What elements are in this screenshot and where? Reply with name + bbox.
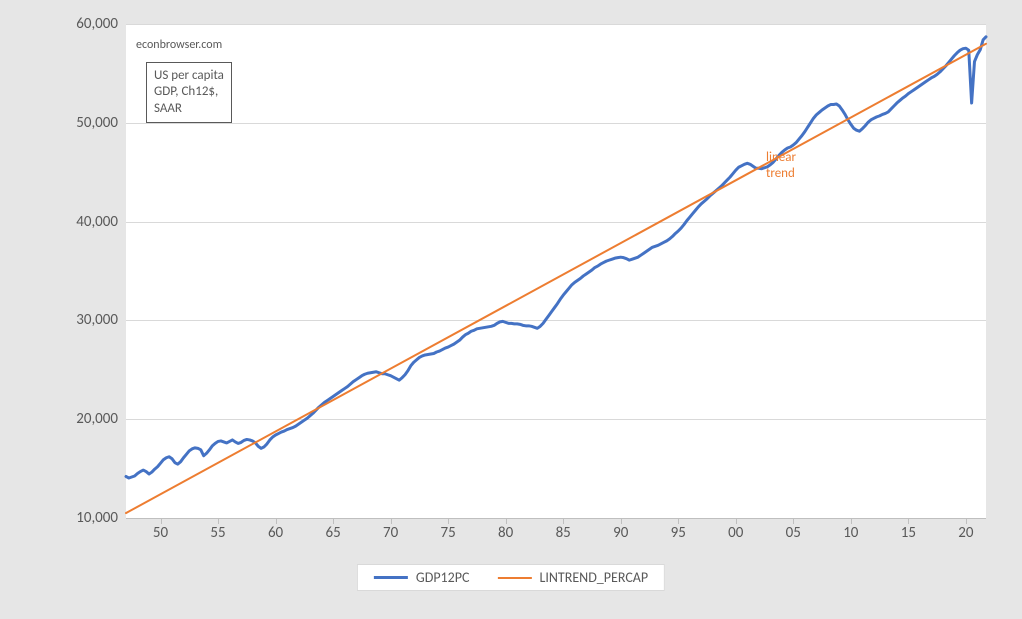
x-tick-label: 15 xyxy=(901,518,916,542)
annotation-box: US per capitaGDP, Ch12$,SAAR xyxy=(146,62,232,123)
x-tick-label: 05 xyxy=(786,518,801,542)
legend: GDP12PC LINTREND_PERCAP xyxy=(357,564,665,591)
annotation-line: SAAR xyxy=(154,101,224,117)
trend-annotation: lineartrend xyxy=(766,150,796,183)
x-tick-label: 10 xyxy=(843,518,858,542)
annotation-line: GDP, Ch12$, xyxy=(154,84,224,100)
y-tick-label: 20,000 xyxy=(76,410,126,428)
x-tick-label: 65 xyxy=(325,518,340,542)
legend-item: LINTREND_PERCAP xyxy=(497,569,648,586)
annotation-line: US per capita xyxy=(154,68,224,84)
y-tick-label: 60,000 xyxy=(76,15,126,33)
x-axis-line xyxy=(126,518,986,519)
x-tick-label: 95 xyxy=(671,518,686,542)
trend-annotation-line: linear xyxy=(766,150,796,166)
legend-label: LINTREND_PERCAP xyxy=(539,569,648,586)
y-tick-label: 50,000 xyxy=(76,114,126,132)
x-tick-label: 55 xyxy=(210,518,225,542)
source-label: econbrowser.com xyxy=(136,38,222,52)
legend-label: GDP12PC xyxy=(416,569,470,586)
trend-annotation-line: trend xyxy=(766,166,796,182)
x-tick-label: 70 xyxy=(383,518,398,542)
y-tick-label: 40,000 xyxy=(76,213,126,231)
legend-swatch xyxy=(497,577,531,579)
series-line-GDP12PC xyxy=(126,37,986,478)
x-tick-label: 20 xyxy=(958,518,973,542)
series-svg xyxy=(126,24,986,518)
x-tick-label: 60 xyxy=(268,518,283,542)
y-tick-label: 10,000 xyxy=(76,509,126,527)
x-tick-label: 00 xyxy=(728,518,743,542)
legend-item: GDP12PC xyxy=(374,569,470,586)
plot-area: 10,00020,00030,00040,00050,00060,0005055… xyxy=(126,24,986,518)
chart-container: 10,000 20,000 30,000 40,000 50,000 60,000 50 55… xyxy=(0,0,1022,619)
y-tick-label: 30,000 xyxy=(76,311,126,329)
legend-swatch xyxy=(374,576,408,579)
x-tick-label: 50 xyxy=(153,518,168,542)
x-tick-label: 90 xyxy=(613,518,628,542)
series-line-LINTREND_PERCAP xyxy=(126,44,986,513)
x-tick-label: 85 xyxy=(556,518,571,542)
x-tick-label: 75 xyxy=(441,518,456,542)
x-tick-label: 80 xyxy=(498,518,513,542)
